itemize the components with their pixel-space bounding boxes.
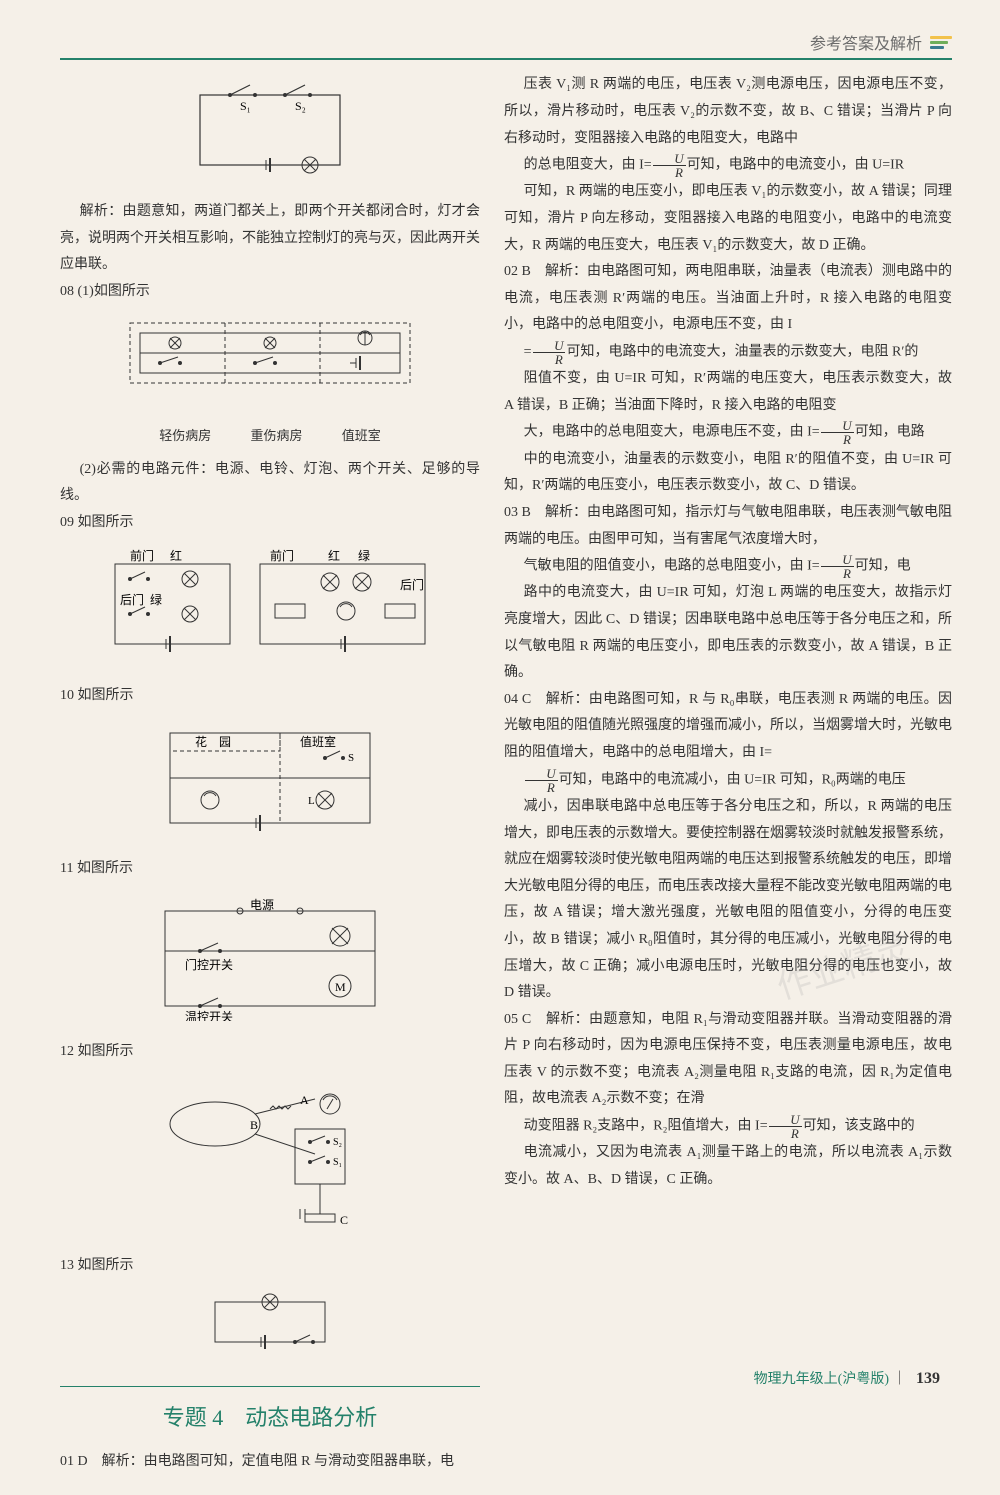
diagram-q08: 轻伤病房 重伤病房 值班室 <box>60 313 480 448</box>
svg-text:前门: 前门 <box>270 548 294 563</box>
page-header: 参考答案及解析 <box>60 30 952 60</box>
svg-text:电源: 电源 <box>250 898 274 912</box>
q07-analysis: 解析：由题意知，两道门都关上，即两个开关都闭合时，灯才会亮，说明两个开关相互影响… <box>60 199 480 279</box>
frac-icon: UR <box>533 339 566 366</box>
svg-text:红: 红 <box>328 548 340 563</box>
diagram-q11: 电源 门控开关 温控开关 M <box>60 891 480 1032</box>
frac-icon: UR <box>525 767 558 794</box>
d2-caption: 轻伤病房 重伤病房 值班室 <box>60 424 480 449</box>
r-q05b-pre: 动变阻器 R₂支路中，R₂阻值增大，由 I= <box>524 1119 768 1134</box>
right-column: 压表 V₁测 R 两端的电压，电压表 V₂测电源电压，因电源电压不变，所以，滑片… <box>504 72 952 1475</box>
r-q02c: 阻值不变，由 U=IR 可知，R′两端的电压变大，电压表示数变大，故 A 错误，… <box>504 366 952 419</box>
svg-text:绿: 绿 <box>358 548 370 563</box>
q09: 09 如图所示 <box>60 510 480 537</box>
q08-2: (2)必需的电路元件：电源、电铃、灯泡、两个开关、足够的导线。 <box>60 457 480 510</box>
r-q04c: 减小，因串联电路中总电压等于各分电压之和，所以，R 两端的电压增大，即电压表的示… <box>504 794 952 1007</box>
r-q02b: =UR可知，电路中的电流变大，油量表的示数变大，电阻 R′的 <box>504 339 952 366</box>
d1-s1: S₁ <box>240 99 251 113</box>
q10: 10 如图所示 <box>60 683 480 710</box>
frac-icon: UR <box>769 1113 802 1140</box>
r-q03a: 03 B 解析：由电路图可知，指示灯与气敏电阻串联，电压表测气敏电阻两端的电压。… <box>504 500 952 553</box>
left-column: S₁ S₂ 解析：由题意知，两道门都关上，即两个开关都闭合时，灯才会亮，说明两个… <box>60 72 480 1475</box>
svg-text:绿: 绿 <box>150 592 162 607</box>
r-q02b-post: 可知，电路中的电流变大，油量表的示数变大，电阻 R′的 <box>566 345 918 360</box>
d1-s2: S₂ <box>295 99 306 113</box>
r-q02d-pre: 大，电路中的总电阻变大，电源电压不变，由 I= <box>524 425 820 440</box>
page-footer: 物理九年级上(沪粤版) ｜ 139 <box>754 1368 940 1388</box>
r-q05a: 05 C 解析：由题意知，电阻 R₁与滑动变阻器并联。当滑动变阻器的滑片 P 向… <box>504 1007 952 1113</box>
svg-text:C: C <box>340 1213 348 1227</box>
r-q05c: 电流减小，又因为电流表 A₁测量干路上的电流，所以电流表 A₁示数变小。故 A、… <box>504 1140 952 1193</box>
r-q05b-post: 可知，该支路中的 <box>803 1119 915 1134</box>
svg-text:L: L <box>308 795 315 807</box>
r-q02d: 大，电路中的总电阻变大，电源电压不变，由 I=UR可知，电路 <box>504 419 952 446</box>
section-title: 专题 4 动态电路分析 <box>60 1386 480 1439</box>
diagram-q12: A B S₂ S₁ C <box>60 1074 480 1245</box>
q12: 12 如图所示 <box>60 1039 480 1066</box>
footer-page-number: 139 <box>916 1370 940 1387</box>
q11: 11 如图所示 <box>60 856 480 883</box>
q08-1: 08 (1)如图所示 <box>60 279 480 306</box>
svg-text:后门: 后门 <box>400 577 424 592</box>
r-q02e: 中的电流变小，油量表的示数变小，电阻 R′的阻值不变，由 U=IR 可知，R′两… <box>504 447 952 500</box>
r-p1a: 压表 V₁测 R 两端的电压，电压表 V₂测电源电压，因电源电压不变，所以，滑片… <box>504 72 952 152</box>
svg-text:门控开关: 门控开关 <box>185 957 233 972</box>
diagram-q10: 花 园 值班室 S L <box>60 718 480 849</box>
r-q03c: 路中的电流变大，由 U=IR 可知，灯泡 L 两端的电压变大，故指示灯亮度增大，… <box>504 580 952 686</box>
svg-text:S₁: S₁ <box>333 1157 342 1168</box>
r-p1b: 的总电阻变大，由 I=UR可知，电路中的电流变小，由 U=IR <box>504 152 952 179</box>
r-q03b: 气敏电阻的阻值变小，电路的总电阻变小，由 I=UR可知，电 <box>504 553 952 580</box>
r-q05b: 动变阻器 R₂支路中，R₂阻值增大，由 I=UR可知，该支路中的 <box>504 1113 952 1140</box>
q01: 01 D 解析：由电路图可知，定值电阻 R 与滑动变阻器串联，电 <box>60 1449 480 1476</box>
header-title: 参考答案及解析 <box>810 36 922 53</box>
r-p1b-post: 可知，电路中的电流变小，由 U=IR <box>687 158 905 173</box>
r-q04b: UR可知，电路中的电流减小，由 U=IR 可知，R₀两端的电压 <box>504 767 952 794</box>
svg-text:温控开关: 温控开关 <box>185 1010 233 1021</box>
r-q02d-post: 可知，电路 <box>855 425 925 440</box>
q13: 13 如图所示 <box>60 1253 480 1280</box>
d2-b: 重伤病房 <box>250 428 302 443</box>
frac-icon: UR <box>821 419 854 446</box>
diagram-q09: 前门红 后门绿 前门 红绿 后门 <box>60 544 480 675</box>
r-q04a: 04 C 解析：由电路图可知，R 与 R₀串联，电压表测 R 两端的电压。因光敏… <box>504 687 952 767</box>
r-p1c: 可知，R 两端的电压变小，即电压表 V₁的示数变小，故 A 错误；同理可知，滑片… <box>504 179 952 259</box>
r-p1b-pre: 的总电阻变大，由 I= <box>524 158 652 173</box>
r-q03b-post: 可知，电 <box>855 559 911 574</box>
r-q02a: 02 B 解析：由电路图可知，两电阻串联，油量表（电流表）测电路中的电流，电压表… <box>504 259 952 339</box>
d2-a: 轻伤病房 <box>159 428 211 443</box>
r-q02b-pre: = <box>524 345 532 360</box>
frac-icon: UR <box>653 152 686 179</box>
svg-text:B: B <box>250 1118 258 1132</box>
svg-text:S₂: S₂ <box>333 1137 342 1148</box>
d2-c: 值班室 <box>342 428 381 443</box>
svg-text:前门: 前门 <box>130 548 154 563</box>
r-q03b-pre: 气敏电阻的阻值变小，电路的总电阻变小，由 I= <box>524 559 820 574</box>
svg-text:S: S <box>348 752 354 764</box>
header-bars-icon <box>930 36 952 54</box>
svg-text:M: M <box>335 980 346 994</box>
svg-text:值班室: 值班室 <box>300 734 336 749</box>
svg-text:红: 红 <box>170 548 182 563</box>
footer-book: 物理九年级上(沪粤版) <box>754 1372 889 1387</box>
r-q04b-post: 可知，电路中的电流减小，由 U=IR 可知，R₀两端的电压 <box>559 772 906 787</box>
svg-text:后门: 后门 <box>120 592 144 607</box>
frac-icon: UR <box>821 553 854 580</box>
diagram-q13 <box>60 1287 480 1368</box>
svg-text:花 园: 花 园 <box>195 734 231 749</box>
diagram-q07: S₁ S₂ <box>60 80 480 191</box>
svg-text:A: A <box>300 1093 309 1107</box>
